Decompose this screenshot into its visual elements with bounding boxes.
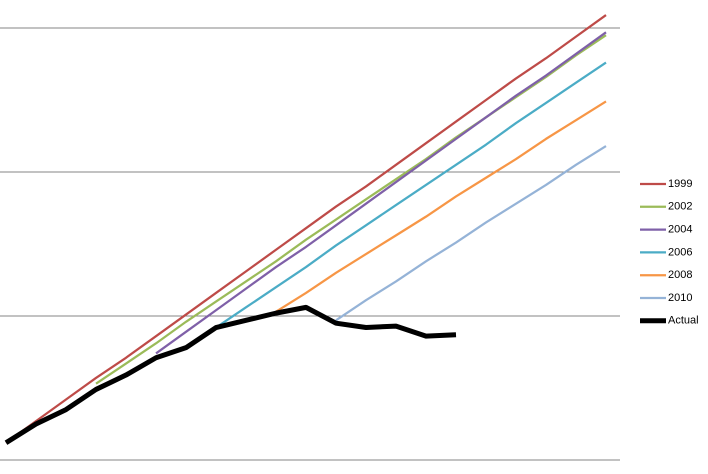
series-line (155, 31, 607, 355)
legend-label: 2010 (668, 292, 692, 304)
series-line (95, 34, 607, 385)
legend-label: 2002 (668, 201, 692, 213)
series-line (4, 304, 457, 445)
legend-label: 2006 (668, 246, 692, 258)
legend-label: Actual (668, 315, 699, 327)
series-line (275, 100, 607, 313)
series-line (5, 14, 607, 444)
legend-label: 2008 (668, 269, 692, 281)
series-line (335, 145, 607, 322)
legend-label: 1999 (668, 178, 692, 190)
series-line (215, 61, 607, 329)
legend-label: 2004 (668, 224, 692, 236)
